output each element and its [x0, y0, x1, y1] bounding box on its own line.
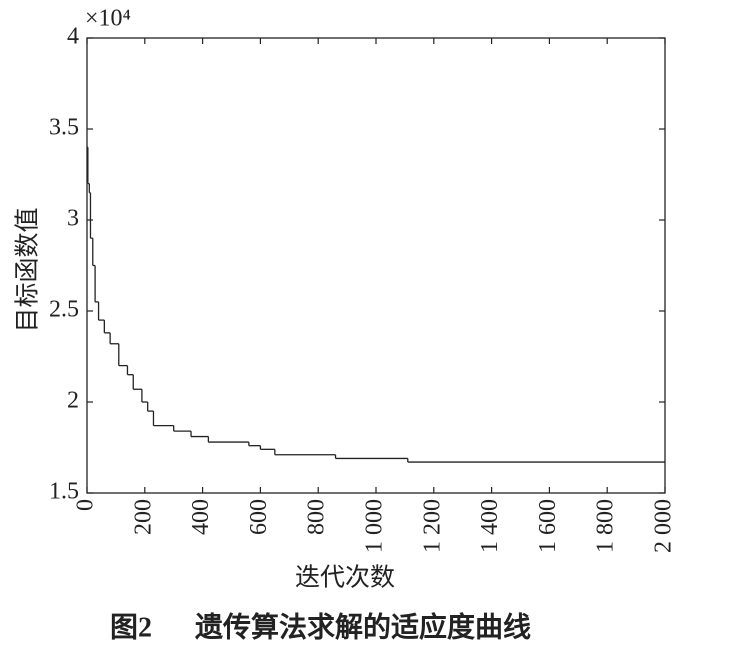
x-tick-label: 400	[188, 499, 214, 535]
chart-title: 遗传算法求解的适应度曲线	[195, 610, 531, 643]
x-tick-label: 0	[73, 499, 99, 511]
x-tick-label: 1 000	[362, 499, 388, 553]
y-tick-label: 2	[67, 388, 79, 414]
x-tick-label: 1 600	[535, 499, 561, 553]
y-tick-label: 1.5	[49, 479, 79, 505]
x-tick-label: 200	[130, 499, 156, 535]
y-tick-label: 3	[67, 206, 79, 232]
y-tick-label: 4	[67, 24, 79, 50]
caption-label: 图2	[110, 612, 152, 643]
x-tick-label: 800	[304, 499, 330, 535]
y-tick-label: 3.5	[49, 115, 79, 141]
x-axis-label: 迭代次数	[295, 564, 395, 592]
x-tick-label: 2 000	[651, 499, 677, 553]
y-tick-label: 2.5	[49, 297, 79, 323]
y-axis-label: 目标函数值	[14, 207, 42, 332]
x-tick-label: 1 400	[477, 499, 503, 553]
y-multiplier: ×10⁴	[85, 6, 131, 32]
x-tick-label: 1 800	[593, 499, 619, 553]
plot-frame	[86, 37, 666, 494]
x-tick-label: 1 200	[419, 499, 445, 553]
x-tick-label: 600	[246, 499, 272, 535]
